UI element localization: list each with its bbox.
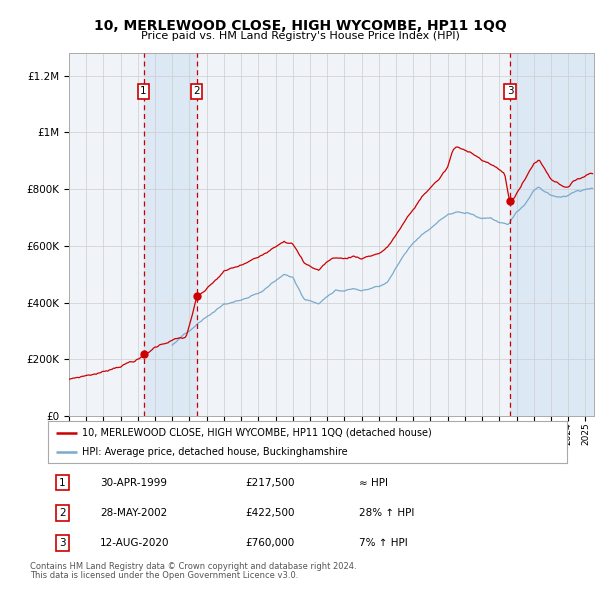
Bar <box>143 53 197 416</box>
Text: ≈ HPI: ≈ HPI <box>359 477 388 487</box>
Text: This data is licensed under the Open Government Licence v3.0.: This data is licensed under the Open Gov… <box>30 571 298 579</box>
Text: Price paid vs. HM Land Registry's House Price Index (HPI): Price paid vs. HM Land Registry's House … <box>140 31 460 41</box>
Text: 1: 1 <box>59 477 66 487</box>
Text: £422,500: £422,500 <box>245 508 295 518</box>
Text: Contains HM Land Registry data © Crown copyright and database right 2024.: Contains HM Land Registry data © Crown c… <box>30 562 356 571</box>
Text: 12-AUG-2020: 12-AUG-2020 <box>100 538 169 548</box>
Text: HPI: Average price, detached house, Buckinghamshire: HPI: Average price, detached house, Buck… <box>82 447 347 457</box>
Text: 2: 2 <box>59 508 66 518</box>
Text: 28-MAY-2002: 28-MAY-2002 <box>100 508 167 518</box>
Text: 2: 2 <box>193 86 200 96</box>
Text: 28% ↑ HPI: 28% ↑ HPI <box>359 508 415 518</box>
Text: 1: 1 <box>140 86 147 96</box>
Text: £760,000: £760,000 <box>245 538 295 548</box>
Text: 10, MERLEWOOD CLOSE, HIGH WYCOMBE, HP11 1QQ (detached house): 10, MERLEWOOD CLOSE, HIGH WYCOMBE, HP11 … <box>82 428 431 438</box>
Text: 3: 3 <box>506 86 514 96</box>
Bar <box>510 53 594 416</box>
Text: 30-APR-1999: 30-APR-1999 <box>100 477 167 487</box>
Text: 10, MERLEWOOD CLOSE, HIGH WYCOMBE, HP11 1QQ: 10, MERLEWOOD CLOSE, HIGH WYCOMBE, HP11 … <box>94 19 506 33</box>
Text: 7% ↑ HPI: 7% ↑ HPI <box>359 538 408 548</box>
Text: £217,500: £217,500 <box>245 477 295 487</box>
Text: 3: 3 <box>59 538 66 548</box>
